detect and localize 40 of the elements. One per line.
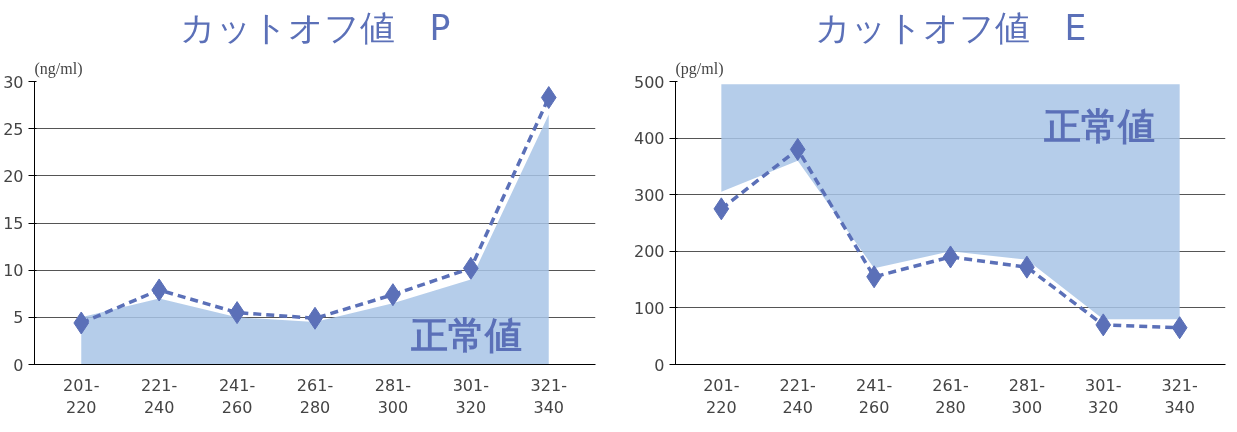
- point: [540, 86, 557, 110]
- x-tick-label: 221-240: [779, 375, 816, 418]
- y-tick-label: 25: [3, 119, 24, 139]
- x-tick-label: 321-340: [1161, 375, 1198, 418]
- point: [942, 245, 959, 269]
- x-tick-label: 301-320: [452, 375, 489, 418]
- y-tick-label: 5: [13, 308, 24, 328]
- y-tick-label: 10: [3, 261, 24, 281]
- x-tick-label: 301-320: [1085, 375, 1122, 418]
- y-tick-label: 200: [633, 242, 665, 262]
- point: [1171, 316, 1188, 340]
- x-tick-label: 241-260: [855, 375, 893, 418]
- x-tick-label: 221-240: [141, 375, 178, 418]
- x-tick-label: 241-260: [218, 375, 256, 418]
- point: [789, 137, 806, 161]
- y-tick-label: 500: [633, 72, 665, 92]
- y-axis-title: (pg/ml): [675, 59, 724, 78]
- y-tick-label: 400: [633, 129, 665, 149]
- y-tick-label: 0: [13, 355, 24, 375]
- x-tick-label: 201-220: [703, 375, 740, 418]
- x-tick-label: 281-300: [374, 375, 412, 418]
- annotation: 正常値: [1042, 104, 1155, 149]
- chart-title: カットオフ値 P: [179, 7, 451, 48]
- y-tick-label: 15: [3, 214, 24, 233]
- x-tick-label: 261-280: [932, 375, 969, 418]
- y-tick-label: 0: [654, 355, 665, 375]
- y-tick-label: 20: [3, 166, 24, 186]
- y-axis-title: (ng/ml): [34, 59, 83, 78]
- point: [73, 311, 90, 335]
- y-tick-label: 30: [3, 72, 24, 92]
- y-tick-label: 100: [633, 298, 665, 318]
- point: [713, 197, 730, 221]
- annotation: 正常値: [410, 312, 523, 357]
- chart-title: カットオフ値 E: [814, 7, 1087, 48]
- x-tick-label: 261-280: [296, 375, 334, 418]
- point: [1095, 313, 1112, 337]
- x-tick-label: 281-300: [1008, 375, 1046, 418]
- y-tick-label: 300: [633, 185, 665, 205]
- x-tick-label: 321-340: [530, 375, 567, 418]
- x-tick-label: 201-220: [63, 375, 100, 418]
